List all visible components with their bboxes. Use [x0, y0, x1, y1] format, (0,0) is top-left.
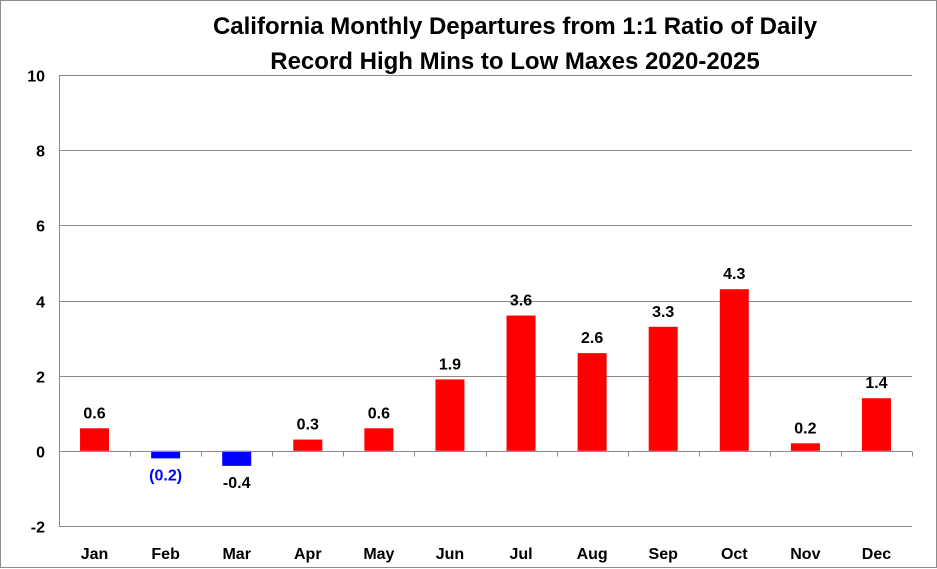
data-label-jul: 3.6: [510, 293, 532, 310]
axes: -2 0 2 4 6 8 10 Jan Feb Mar Apr May Jun Jul Aug Sep Oct N…: [27, 69, 913, 563]
data-label-mar: -0.4: [223, 475, 251, 492]
data-label-jan: 0.6: [83, 405, 105, 422]
data-label-aug: 2.6: [581, 330, 603, 347]
bar-aug: [577, 353, 607, 451]
y-tick-label: 6: [36, 219, 45, 236]
bar-oct: [719, 289, 749, 451]
x-tick-label-jul: Jul: [509, 546, 532, 563]
data-label-apr: 0.3: [297, 417, 319, 434]
x-tick-label-jun: Jun: [436, 546, 464, 563]
x-tick-label-mar: Mar: [222, 546, 250, 563]
bar-jan: [80, 428, 110, 451]
x-tick-label-apr: Apr: [294, 546, 322, 563]
data-label-may: 0.6: [368, 405, 390, 422]
y-tick-label: 2: [36, 370, 45, 387]
bar-feb: [151, 450, 181, 459]
bar-sep: [648, 326, 678, 451]
y-tick-label: 4: [36, 295, 45, 312]
chart-title-line-2: Record High Mins to Low Maxes 2020-2025: [270, 48, 759, 75]
data-label-feb: (0.2): [149, 467, 182, 484]
chart-title-line-1: California Monthly Departures from 1:1 R…: [213, 13, 818, 40]
x-tick-label-oct: Oct: [721, 546, 748, 563]
y-tick-label: 8: [36, 144, 45, 161]
data-labels: 0.6 (0.2) -0.4 0.3 0.6 1.9 3.6 2.6 3.3 4.3 0.2 1.4: [83, 266, 887, 492]
x-tick-label-jan: Jan: [81, 546, 109, 563]
bar-jul: [506, 315, 536, 451]
bar-may: [364, 428, 394, 451]
gridlines: [59, 75, 912, 527]
x-tick-label-sep: Sep: [649, 546, 679, 563]
data-label-nov: 0.2: [794, 420, 816, 437]
y-tick-label: 0: [36, 445, 45, 462]
bar-apr: [293, 439, 323, 451]
bar-jun: [435, 379, 465, 451]
x-tick-label-may: May: [363, 546, 394, 563]
bar-mar: [222, 450, 252, 466]
bar-dec: [861, 398, 891, 451]
x-tick-label-aug: Aug: [577, 546, 608, 563]
x-tick-label-nov: Nov: [790, 546, 820, 563]
data-label-dec: 1.4: [865, 375, 887, 392]
y-tick-label: -2: [31, 520, 45, 537]
x-tick-label-feb: Feb: [151, 546, 180, 563]
bars: [80, 289, 891, 466]
data-label-oct: 4.3: [723, 266, 745, 283]
bar-nov: [790, 443, 820, 451]
y-tick-label: 10: [27, 69, 45, 86]
x-tick-label-dec: Dec: [862, 546, 891, 563]
data-label-jun: 1.9: [439, 356, 461, 373]
data-label-sep: 3.3: [652, 304, 674, 321]
